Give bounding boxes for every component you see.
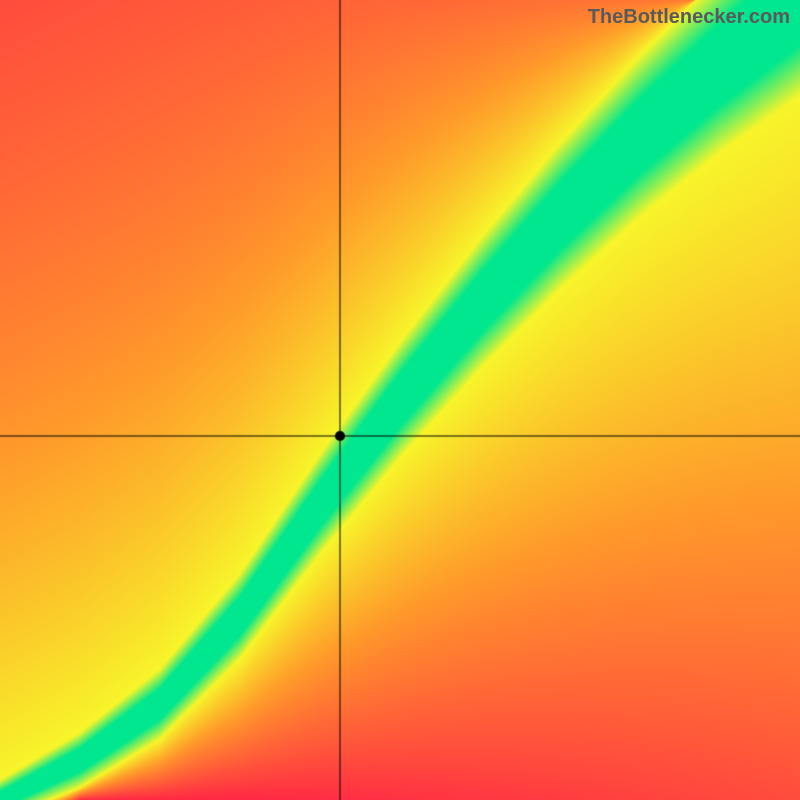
watermark-text: TheBottlenecker.com [588,6,790,29]
chart-container: TheBottlenecker.com [0,0,800,800]
heatmap-canvas [0,0,800,800]
